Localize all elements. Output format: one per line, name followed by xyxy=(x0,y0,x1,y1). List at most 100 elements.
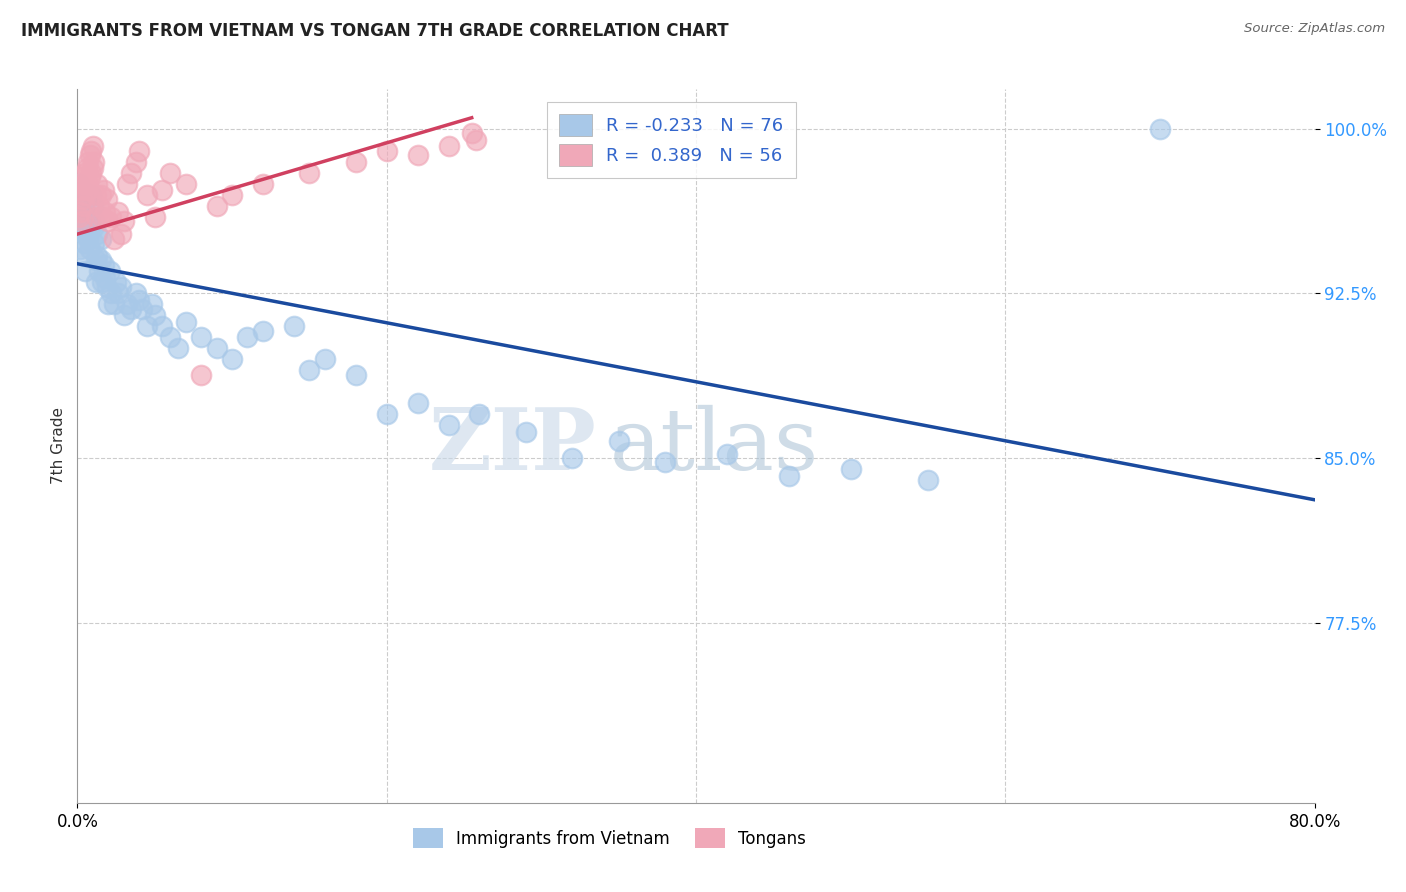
Point xyxy=(716,447,738,461)
Point xyxy=(406,396,429,410)
Point xyxy=(205,198,228,212)
Text: IMMIGRANTS FROM VIETNAM VS TONGAN 7TH GRADE CORRELATION CHART: IMMIGRANTS FROM VIETNAM VS TONGAN 7TH GR… xyxy=(21,22,728,40)
Point xyxy=(80,166,103,180)
Point xyxy=(79,169,101,184)
Point xyxy=(90,253,111,268)
Point xyxy=(69,205,91,219)
Point xyxy=(141,297,163,311)
Point xyxy=(70,198,93,212)
Point xyxy=(100,286,122,301)
Point xyxy=(67,169,90,184)
Point xyxy=(917,473,939,487)
Point xyxy=(839,462,862,476)
Point xyxy=(105,276,127,290)
Point xyxy=(75,249,96,263)
Point xyxy=(83,154,105,169)
Point xyxy=(112,214,135,228)
Point xyxy=(83,235,105,250)
Point xyxy=(84,187,107,202)
Point xyxy=(1149,121,1171,136)
Point xyxy=(461,126,484,140)
Point xyxy=(72,198,94,212)
Point xyxy=(143,210,166,224)
Text: Source: ZipAtlas.com: Source: ZipAtlas.com xyxy=(1244,22,1385,36)
Point xyxy=(159,166,181,180)
Point xyxy=(86,227,108,241)
Point xyxy=(75,264,96,278)
Point xyxy=(437,418,460,433)
Text: ZIP: ZIP xyxy=(429,404,598,488)
Point xyxy=(121,166,143,180)
Point xyxy=(94,271,117,285)
Point xyxy=(298,166,321,180)
Point xyxy=(174,315,197,329)
Point xyxy=(80,210,103,224)
Point xyxy=(252,177,274,191)
Point xyxy=(72,214,94,228)
Point xyxy=(344,154,367,169)
Point xyxy=(82,198,104,212)
Point xyxy=(221,187,243,202)
Point xyxy=(465,133,488,147)
Point xyxy=(298,363,321,377)
Point xyxy=(515,425,537,439)
Point xyxy=(69,243,91,257)
Point xyxy=(77,210,100,224)
Point xyxy=(98,264,121,278)
Point xyxy=(76,214,98,228)
Point xyxy=(80,187,103,202)
Point xyxy=(115,297,138,311)
Point xyxy=(159,330,181,344)
Point xyxy=(344,368,367,382)
Point xyxy=(190,330,212,344)
Point xyxy=(94,205,117,219)
Point xyxy=(70,214,93,228)
Point xyxy=(72,235,94,250)
Point xyxy=(82,220,104,235)
Point xyxy=(87,198,110,212)
Point xyxy=(75,227,96,241)
Point xyxy=(152,319,174,334)
Point xyxy=(778,468,800,483)
Point xyxy=(375,144,398,158)
Point xyxy=(91,210,114,224)
Point xyxy=(77,177,100,191)
Point xyxy=(561,451,583,466)
Point xyxy=(90,231,111,245)
Point xyxy=(314,352,336,367)
Point xyxy=(607,434,630,448)
Point xyxy=(93,183,115,197)
Point xyxy=(77,231,100,245)
Point xyxy=(76,192,98,206)
Legend: Immigrants from Vietnam, Tongans: Immigrants from Vietnam, Tongans xyxy=(406,822,813,855)
Point xyxy=(75,187,96,202)
Text: atlas: atlas xyxy=(609,404,818,488)
Y-axis label: 7th Grade: 7th Grade xyxy=(51,408,66,484)
Point xyxy=(93,258,115,272)
Point xyxy=(375,407,398,421)
Point xyxy=(121,301,143,316)
Point xyxy=(167,341,190,355)
Point xyxy=(96,280,118,294)
Point xyxy=(283,319,305,334)
Point xyxy=(152,183,174,197)
Point xyxy=(252,324,274,338)
Point xyxy=(79,220,101,235)
Point xyxy=(110,280,132,294)
Point xyxy=(83,214,105,228)
Point xyxy=(82,139,104,153)
Point xyxy=(128,144,150,158)
Point xyxy=(468,407,491,421)
Point xyxy=(131,301,153,316)
Point xyxy=(91,276,114,290)
Point xyxy=(110,227,132,241)
Point xyxy=(80,144,103,158)
Point xyxy=(205,341,228,355)
Point xyxy=(406,148,429,162)
Point xyxy=(103,297,125,311)
Point xyxy=(75,166,96,180)
Point xyxy=(84,276,107,290)
Point xyxy=(67,177,90,191)
Point xyxy=(236,330,259,344)
Point xyxy=(437,139,460,153)
